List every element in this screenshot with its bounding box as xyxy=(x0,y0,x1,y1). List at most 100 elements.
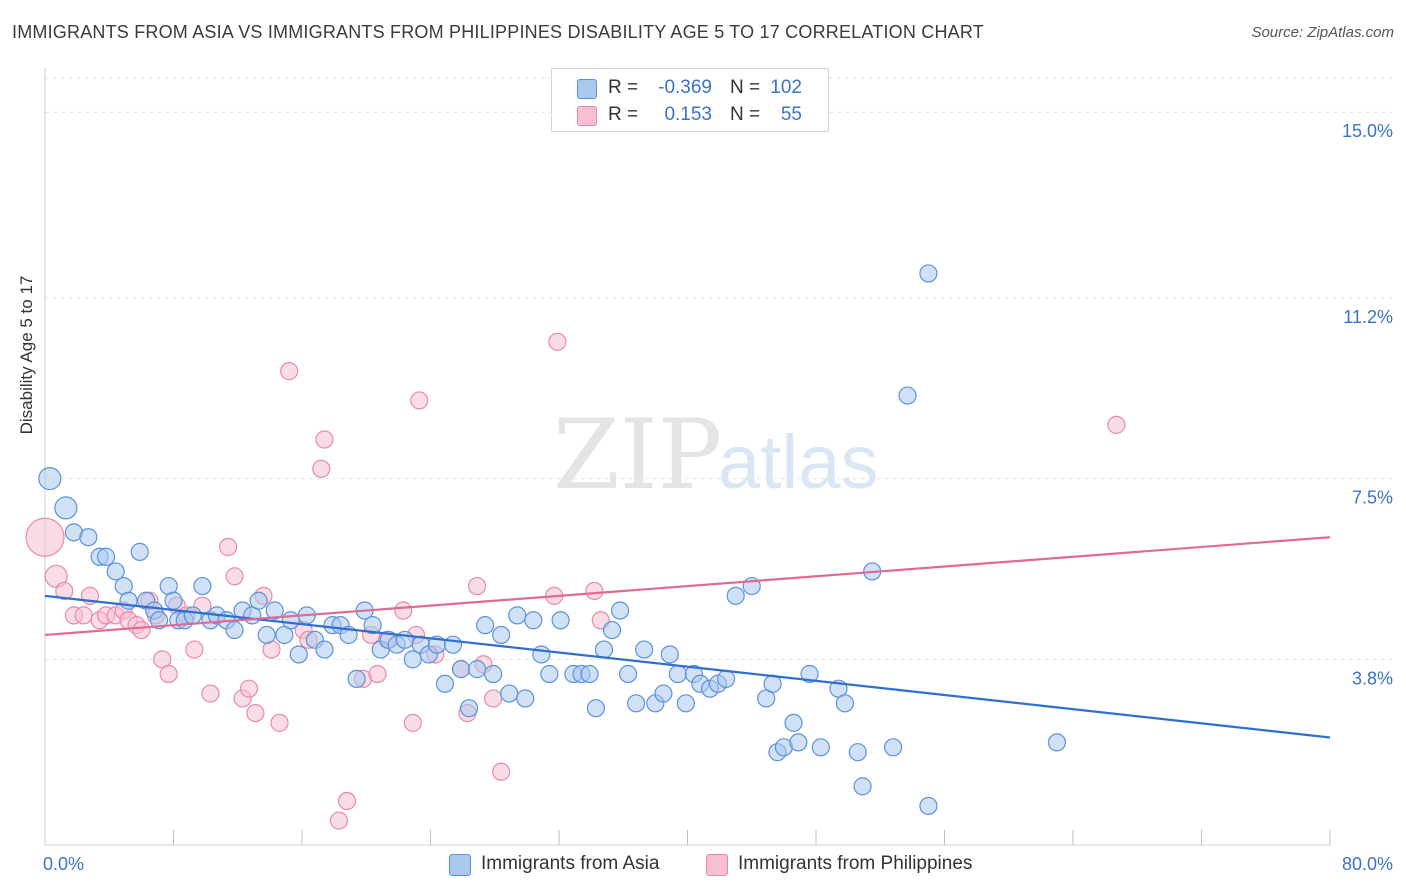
data-point xyxy=(149,611,169,630)
data-point xyxy=(193,576,212,596)
data-point xyxy=(492,762,511,781)
data-point xyxy=(132,620,151,640)
data-point xyxy=(74,606,93,625)
data-point xyxy=(800,664,819,684)
data-point xyxy=(443,635,463,654)
data-point xyxy=(435,674,455,693)
data-point xyxy=(484,664,503,684)
y-tick-label: 11.2% xyxy=(1343,307,1393,327)
n-value: 55 xyxy=(780,104,802,125)
data-point xyxy=(467,660,487,679)
data-point xyxy=(363,616,382,635)
data-point xyxy=(315,640,334,659)
data-point xyxy=(789,733,808,752)
data-point xyxy=(201,684,220,703)
data-point xyxy=(239,679,259,698)
data-point xyxy=(524,611,543,630)
correlation-legend: R = -0.369 N = 102 R = 0.153 N = 55 xyxy=(551,68,829,132)
data-point xyxy=(635,640,654,659)
philippines-swatch xyxy=(577,106,597,126)
data-point xyxy=(726,586,745,605)
legend-label-asia: Immigrants from Asia xyxy=(481,853,660,874)
data-point xyxy=(79,528,98,547)
data-point xyxy=(96,547,116,566)
data-point xyxy=(467,576,487,596)
grid-lines xyxy=(45,77,1392,660)
data-point xyxy=(585,581,604,601)
data-point xyxy=(246,703,265,723)
data-point xyxy=(1107,415,1126,434)
trend-line-philippines xyxy=(44,536,1331,637)
asia-swatch xyxy=(449,854,471,876)
data-point xyxy=(848,743,867,762)
data-point xyxy=(476,616,495,635)
data-point xyxy=(610,601,630,620)
data-point xyxy=(265,601,284,620)
data-point xyxy=(337,791,357,811)
x-tick-label: 0.0% xyxy=(43,854,84,874)
data-point xyxy=(410,391,429,410)
y-axis-label: Disability Age 5 to 17 xyxy=(17,275,36,435)
data-point xyxy=(1047,733,1067,752)
data-point xyxy=(551,611,570,630)
data-point xyxy=(312,459,331,478)
data-point xyxy=(159,664,178,684)
y-tick-label: 15.0% xyxy=(1342,121,1393,141)
data-point xyxy=(500,684,519,703)
watermark: ZIP atlas xyxy=(553,399,879,511)
data-point xyxy=(130,542,149,561)
data-point xyxy=(225,620,244,640)
axes xyxy=(44,68,1331,846)
data-point xyxy=(164,591,183,610)
r-label: R = xyxy=(608,104,639,125)
data-point xyxy=(716,669,736,688)
data-point xyxy=(459,699,479,718)
data-point xyxy=(626,694,646,713)
data-point xyxy=(249,591,268,610)
data-point xyxy=(594,640,614,659)
data-point xyxy=(586,699,606,718)
data-point xyxy=(315,430,334,449)
data-point xyxy=(183,606,202,625)
data-point xyxy=(55,581,74,601)
data-point xyxy=(784,713,803,732)
data-point xyxy=(219,537,238,557)
source-note: Source: ZipAtlas.com xyxy=(1251,24,1394,41)
data-point xyxy=(660,645,679,664)
series-legend: Immigrants from Asia Immigrants from Phi… xyxy=(0,852,1406,878)
r-value: 0.153 xyxy=(664,104,712,125)
chart-title: IMMIGRANTS FROM ASIA VS IMMIGRANTS FROM … xyxy=(12,22,984,42)
legend-row-philippines: R = 0.153 N = 55 xyxy=(552,102,828,128)
data-point xyxy=(270,713,289,732)
data-point xyxy=(368,664,387,684)
y-tick-label: 3.8% xyxy=(1352,668,1393,688)
data-point xyxy=(54,496,78,520)
legend-label-philippines: Immigrants from Philippines xyxy=(738,853,973,874)
data-point xyxy=(347,669,366,688)
y-tick-label: 7.5% xyxy=(1352,488,1393,508)
data-point xyxy=(853,777,872,796)
trend-line-asia xyxy=(44,594,1331,739)
n-label: N = xyxy=(730,104,761,125)
data-point xyxy=(516,689,535,708)
data-point xyxy=(532,645,551,664)
data-point xyxy=(763,674,782,693)
data-point xyxy=(403,713,422,732)
data-point xyxy=(540,664,559,684)
n-value: 102 xyxy=(770,77,802,98)
data-point xyxy=(883,738,903,757)
philippines-swatch xyxy=(706,854,728,876)
data-point xyxy=(329,811,349,830)
trend-lines xyxy=(44,536,1331,739)
r-label: R = xyxy=(608,77,639,98)
tick-labels: 3.8% 7.5% 11.2% 15.0% 0.0% 80.0% xyxy=(43,121,1393,874)
data-point xyxy=(676,694,695,713)
data-point xyxy=(835,694,855,713)
data-point xyxy=(548,332,567,351)
data-point xyxy=(451,660,471,679)
data-point xyxy=(257,625,276,645)
x-tick-label: 80.0% xyxy=(1342,854,1393,874)
data-point xyxy=(919,264,938,283)
data-point xyxy=(106,562,125,581)
